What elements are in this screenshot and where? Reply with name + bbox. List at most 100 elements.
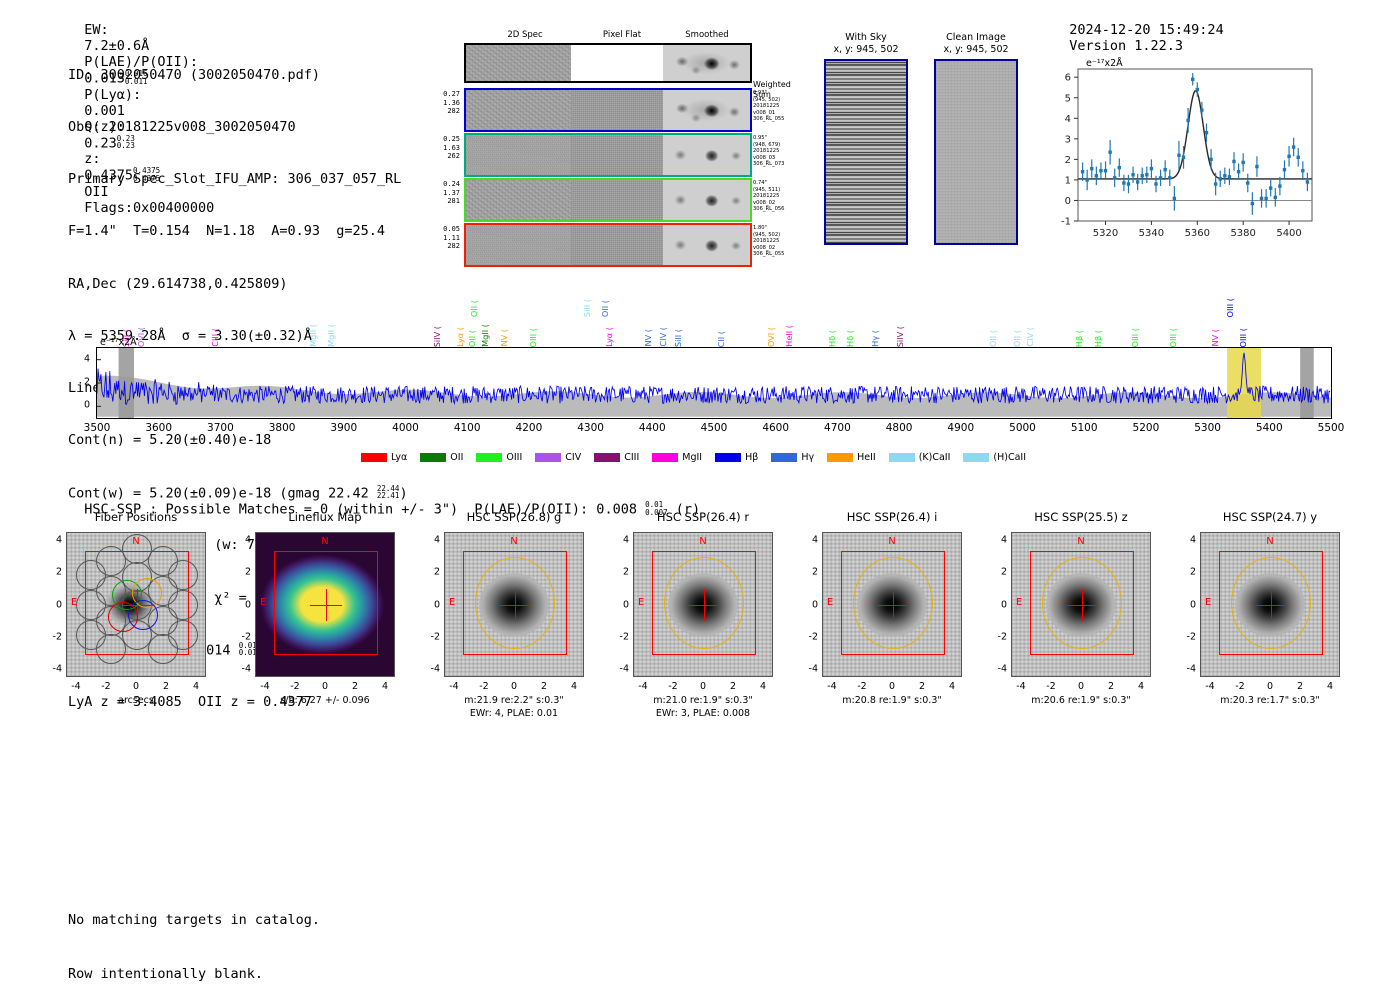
legend-swatch [652,453,679,462]
qz-value: 0.23 [84,135,117,152]
legend-swatch [715,453,742,462]
spectrum-xtick: 3900 [330,422,358,434]
cutout-ytick: -4 [619,663,629,675]
cutout-xtick: -4 [827,681,837,692]
sep-ellipse [1042,557,1122,649]
plae-value: 0.013 [84,70,125,87]
legend-swatch [827,453,854,462]
cutout-ytick: -4 [997,663,1007,675]
spec2d-row-0-left-labels: 0.27 1.36 282 [443,90,460,116]
footer-line-2: Row intentionally blank. [68,966,264,982]
spectrum-line-label: CIII ( [210,328,221,347]
spectrum-line-label: Hγ ( [870,330,881,347]
spectrum-xtick: 4500 [700,422,728,434]
info-radec: RA,Dec (29.614738,0.425809) [68,275,288,292]
cutout-xtick: 4 [381,681,389,692]
spectrum-line-label: CIV ( [657,327,668,347]
legend-swatch [888,453,915,462]
cutout-ytick: 0 [1189,599,1196,610]
spectrum-line-label: Hβ ( [1092,329,1103,347]
spectrum-line-label: OII ( [987,329,998,347]
spec2d-row-2-left-labels: 0.24 1.37 281 [443,180,460,206]
crosshair-vertical [515,589,516,621]
cutout-xtick: -2 [479,681,489,692]
legend-item: HeII [827,452,876,463]
cutout-title: Lineflux Map [288,510,362,524]
fiber-circle [96,546,126,576]
spectrum-units-label: e⁻¹⁷x2Å [100,337,137,348]
cutout-xtick: -2 [1235,681,1245,692]
cutout-ytick: -2 [619,631,629,643]
timestamp: 2024-12-20 15:49:24 [1069,22,1224,38]
legend-label: (H)CaII [993,452,1027,463]
fiber-circle [76,590,106,620]
cutout-xtick: -2 [668,681,678,692]
cutout-caption: m:20.8 re:1.9" s:0.3" [842,695,942,706]
cutout-caption: m:20.3 re:1.7" s:0.3" [1220,695,1320,706]
spectrum-line-label: NV ( [643,329,654,347]
cutout-xtick: 4 [759,681,767,692]
cutout-xtick: -4 [1205,681,1215,692]
sep-ellipse [1231,557,1311,649]
cutout-image-image[interactable] [822,532,962,677]
cutout-ytick: 0 [55,599,62,610]
sky-noise [1201,533,1339,676]
spectrum-xtick: 4900 [947,422,975,434]
east-label: E [1205,596,1212,608]
fiber-circle [148,546,178,576]
cutout-ytick: 0 [622,599,629,610]
clean-image-caption: Clean Image x, y: 945, 502 [943,32,1009,55]
legend-label: CIII [624,452,640,463]
north-label: N [699,536,707,547]
spectrum-line-label: Lyα ( [603,327,614,347]
weighted-sum-label: Weighted Sum [753,80,791,99]
north-label: N [888,536,896,547]
qz-label: Q(z): [84,118,125,135]
spectrum-xtick: 5000 [1009,422,1036,434]
spectrum-xtick: 5200 [1132,422,1160,434]
spectrum-line-label: OII ( [466,329,477,347]
info-obs: Obs: 20181225v008_3002050470 [68,119,296,136]
cutout-ytick: 4 [433,534,440,546]
spectrum-line-label: Hβ ( [1074,329,1085,347]
legend-item: (H)CaII [963,452,1026,463]
col-header-pixelflat: Pixel Flat [602,30,642,40]
cutout-image-image[interactable] [1011,532,1151,677]
spectrum-line-label: OIII ( [1129,327,1140,348]
spectrum-ytick: 4 [83,353,90,365]
east-label: E [827,596,834,608]
spectrum-line-label: Lyα ( [454,327,465,347]
linefit-chart: -1 0 1 2 3 4 5 6 5320 5340 5360 5380 5400 e⁻¹⁷x2Å [1038,55,1320,255]
spectrum-xtick: 5500 [1317,422,1345,434]
svg-text:0: 0 [1065,196,1071,207]
sep-ellipse [664,557,744,649]
cutout-ytick: 2 [1000,566,1007,578]
spectrum-line-label: OIII ( [527,327,538,348]
cutout-image-lineflux[interactable] [255,532,395,677]
aperture-box [652,551,756,655]
spectrum-line-label: MgII ( [307,324,318,347]
cutout-title: Fiber Positions [94,510,178,524]
cutout-title: HSC SSP(25.5) z [1034,510,1128,524]
cutout-xtick: 0 [510,681,518,692]
cutout-image-image[interactable] [444,532,584,677]
sep-ellipse [853,557,933,649]
cutout-ytick: -4 [52,663,62,675]
cutout-image-image[interactable] [633,532,773,677]
spectrum-xtick: 4400 [638,422,666,434]
qz-bounds: 0.23 0.23 [116,133,135,151]
svg-text:5: 5 [1065,93,1071,104]
spectrum-xtick: 4000 [392,422,419,434]
cutout-ytick: 2 [622,566,629,578]
cutout-image-image[interactable] [1200,532,1340,677]
svg-text:1: 1 [1065,175,1071,186]
cutout-ytick: -2 [52,631,62,643]
header-summary: EW: 7.2±0.6Å P(LAE)/P(OII): 0.013 0.016 0.… [68,6,214,216]
cutout-image-fibers[interactable] [66,532,206,677]
cutout-xtick: 0 [699,681,707,692]
spectrum-xtick: 4800 [885,422,913,434]
fiber-highlight [108,602,138,632]
spectrum-xtick: 3600 [145,422,173,434]
spec2d-row-3 [464,223,752,267]
legend-item: CIV [535,452,581,463]
